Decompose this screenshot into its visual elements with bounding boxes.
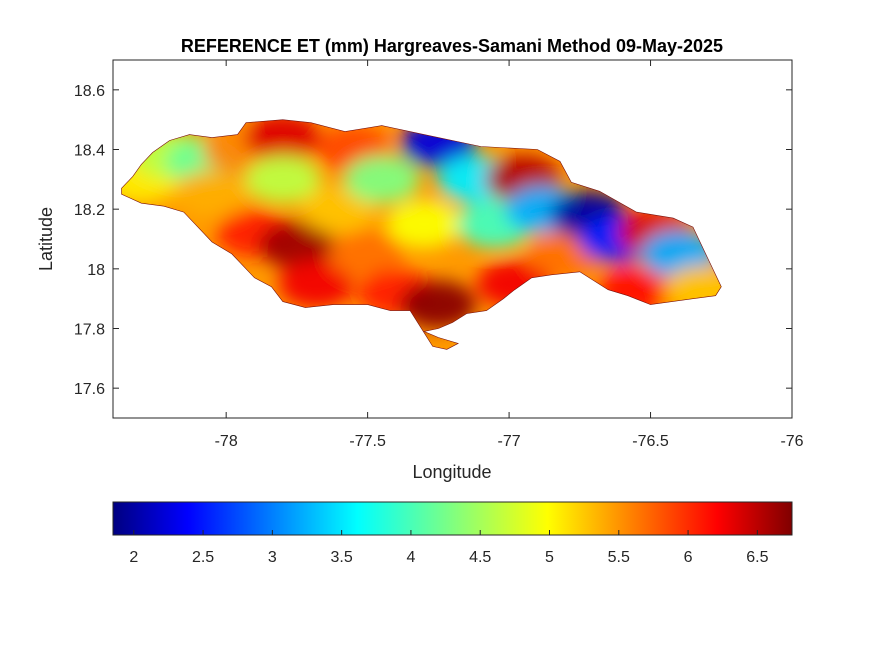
y-tick-label: 17.8 <box>74 322 105 339</box>
map-axes: -78 -77.5 -77 -76.5 -76 17.6 17.8 18 18.2 18.4 18… <box>74 59 804 450</box>
y-tick-label: 18.4 <box>74 143 105 160</box>
x-axis-label: Longitude <box>412 462 491 482</box>
colorbar-tick-label: 5 <box>545 549 554 566</box>
colorbar-tick-label: 4.5 <box>469 549 491 566</box>
x-tick-label: -76.5 <box>632 433 669 450</box>
land-outline <box>121 119 722 350</box>
et-field-cell <box>174 170 250 219</box>
colorbar-tick-label: 4 <box>406 549 415 566</box>
y-tick-label: 18.2 <box>74 202 105 219</box>
y-tick-label: 18 <box>87 262 105 279</box>
colorbar-tick-label: 5.5 <box>608 549 630 566</box>
colorbar-tick-label: 6 <box>684 549 693 566</box>
colorbar-tick-label: 3 <box>268 549 277 566</box>
y-axis-label: Latitude <box>36 207 56 271</box>
et-field-cell <box>244 119 321 162</box>
x-tick-label: -76 <box>780 433 803 450</box>
et-field-cell <box>343 155 420 204</box>
et-field-cell <box>400 280 477 329</box>
x-tick-label: -78 <box>215 433 238 450</box>
x-tick-label: -77.5 <box>349 433 386 450</box>
y-tick-label: 18.6 <box>74 83 105 100</box>
x-tick-label: -77 <box>498 433 521 450</box>
colorbar-ticks: 2 2.5 3 3.5 4 4.5 5 5.5 6 6.5 <box>129 530 769 566</box>
et-field-blobs <box>121 119 722 329</box>
y-tick-label: 17.6 <box>74 381 105 398</box>
et-field-cell <box>244 155 321 204</box>
et-field-cell <box>258 221 335 269</box>
et-field-cell <box>278 259 355 308</box>
x-ticks: -78 -77.5 -77 -76.5 -76 <box>215 60 804 450</box>
colorbar-tick-label: 2 <box>129 549 138 566</box>
colorbar-gradient <box>112 501 793 536</box>
y-ticks: 17.6 17.8 18 18.2 18.4 18.6 <box>74 83 792 398</box>
colorbar-tick-label: 3.5 <box>331 549 353 566</box>
colorbar-tick-label: 6.5 <box>746 549 768 566</box>
map-title: REFERENCE ET (mm) Hargreaves-Samani Meth… <box>181 36 723 56</box>
colorbar: 2 2.5 3 3.5 4 4.5 5 5.5 6 6.5 <box>112 501 793 566</box>
et-field-cell <box>386 200 463 249</box>
et-field-cell <box>329 229 406 278</box>
colorbar-tick-label: 2.5 <box>192 549 214 566</box>
